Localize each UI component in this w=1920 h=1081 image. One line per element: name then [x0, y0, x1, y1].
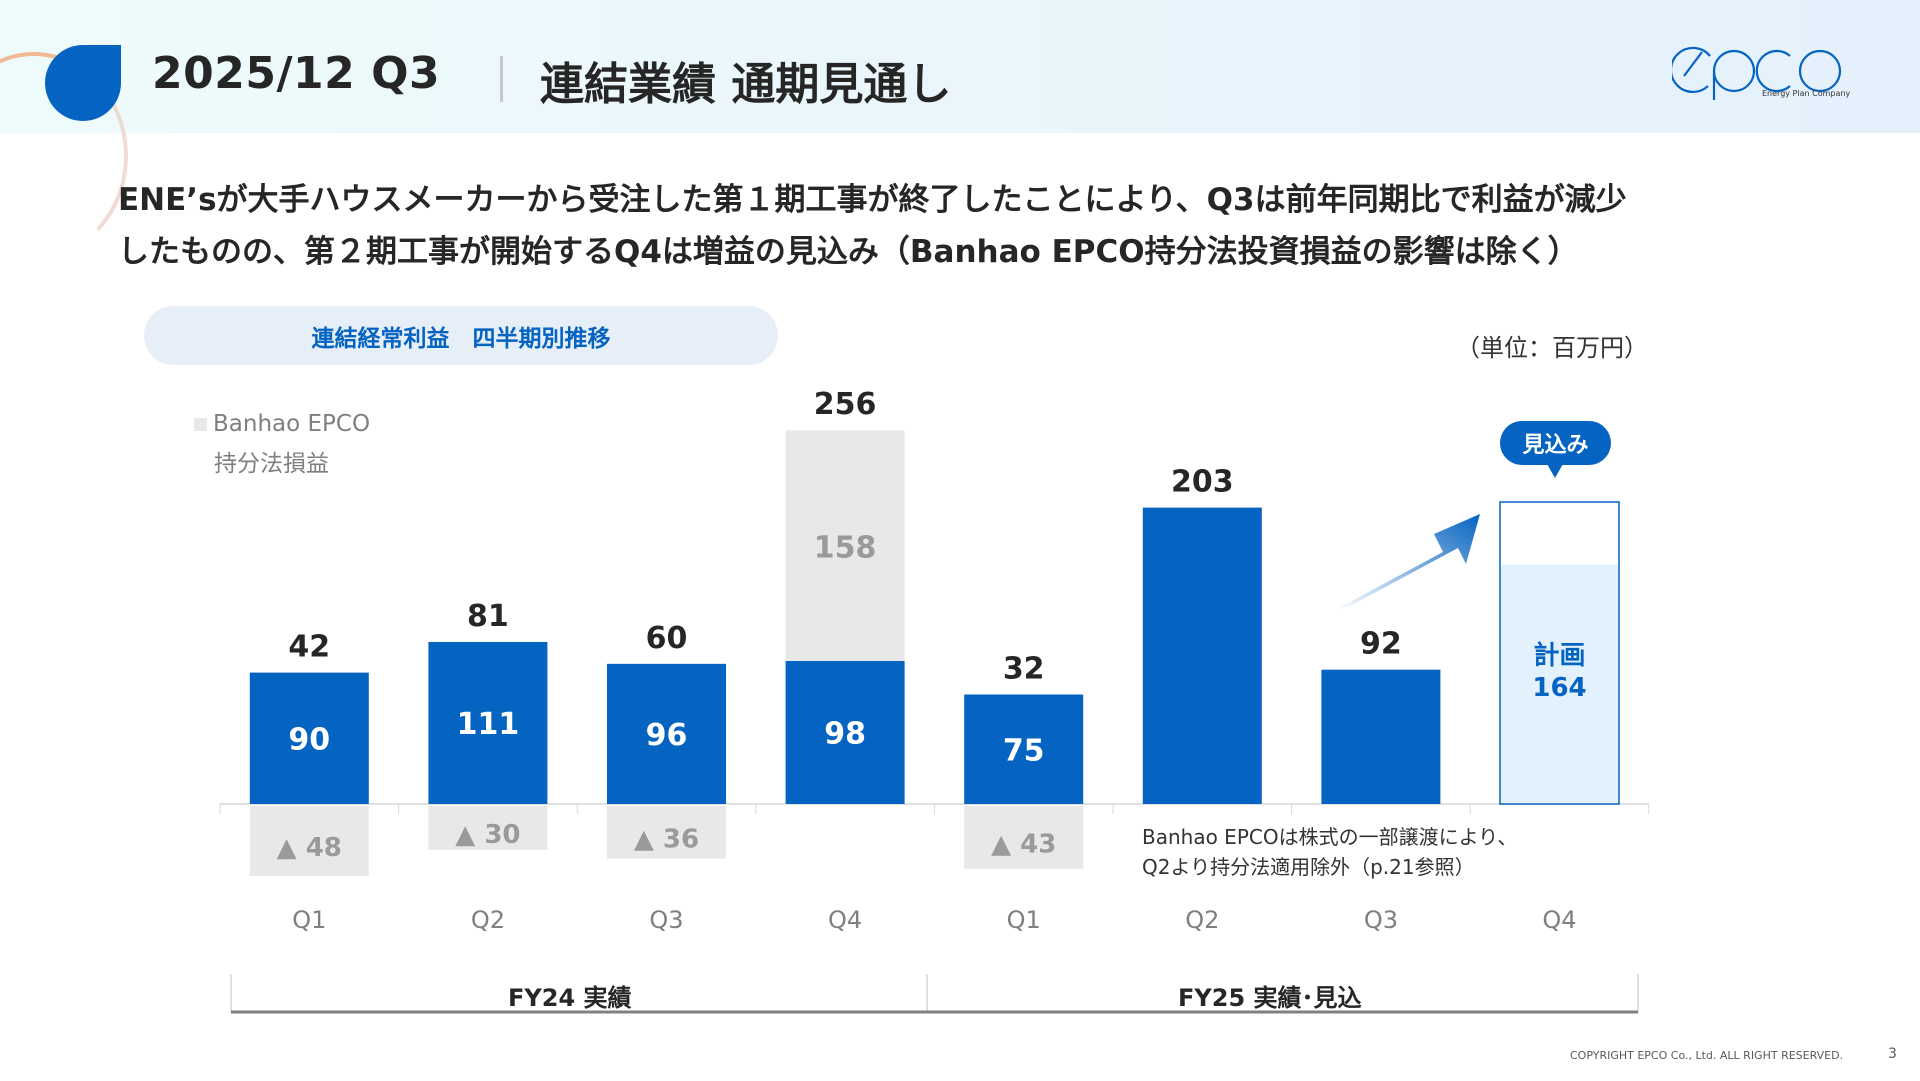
period-title: 2025/12 Q3 — [152, 48, 441, 99]
equity-bar — [249, 806, 369, 877]
x-tick-label: Q2 — [1185, 906, 1219, 934]
logo-tagline: Energy Plan Company — [1762, 89, 1851, 98]
legend-swatch — [194, 418, 207, 431]
plan-bar-caption: 計画 — [1533, 640, 1585, 671]
forecast-callout: 見込み — [1500, 421, 1611, 478]
core-bar — [249, 672, 369, 804]
core-bar — [785, 660, 905, 804]
fy24-label: FY24 実績 — [508, 984, 632, 1012]
lead-text: ENE’sが大手ハウスメーカーから受注した第１期工事が終了したことにより、Q3は… — [118, 174, 1838, 278]
page-title: 連結業績 通期見通し — [540, 59, 952, 110]
total-label: 203 — [1171, 465, 1234, 500]
plan-bar-value: 164 — [1532, 673, 1586, 703]
footnote-line-2: Q2より持分法適用除外（p.21参照） — [1142, 855, 1475, 879]
core-bar — [428, 641, 548, 804]
lead-line-1: ENE’sが大手ハウスメーカーから受注した第１期工事が終了したことにより、Q3は… — [118, 182, 1627, 218]
x-tick-label: Q3 — [1364, 906, 1398, 934]
x-tick-label: Q4 — [1542, 906, 1576, 934]
equity-bar — [607, 806, 726, 859]
chart-title-pill: 連結経常利益 四半期別推移 — [144, 306, 778, 365]
equity-bar-value: ▲ 36 — [634, 824, 699, 854]
total-label: 60 — [646, 621, 688, 656]
page-number: 3 — [1888, 1046, 1897, 1062]
copyright: COPYRIGHT EPCO Co., Ltd. ALL RIGHT RESER… — [1570, 1049, 1844, 1062]
lead-line-2: したものの、第２期工事が開始するQ4は増益の見込み（Banhao EPCO持分法… — [118, 234, 1579, 270]
core-bar — [607, 663, 726, 804]
title-divider — [500, 56, 503, 102]
equity-bar — [785, 430, 905, 661]
core-bar-value: 96 — [646, 718, 688, 753]
logo-e-arc — [1672, 46, 1711, 94]
core-bar-value: 111 — [457, 707, 520, 742]
equity-bar — [964, 806, 1084, 869]
legend-label-line2: 持分法損益 — [214, 451, 329, 477]
logo-o-circle — [1798, 49, 1842, 93]
equity-bar-value: 158 — [814, 531, 877, 566]
brand-drop-icon — [45, 45, 121, 121]
core-bar — [1321, 669, 1441, 804]
header-banner: 2025/12 Q3 連結業績 通期見通し Energy Plan Compan… — [0, 0, 1920, 260]
core-bar-value: 90 — [288, 722, 330, 757]
x-tick-label: Q2 — [471, 906, 505, 934]
core-bar-value: 98 — [824, 716, 866, 751]
core-bar-value: 75 — [1003, 733, 1045, 768]
footnote-line-1: Banhao EPCOは株式の一部譲渡により、 — [1142, 825, 1518, 849]
x-tick-label: Q1 — [292, 906, 326, 934]
total-label: 256 — [814, 387, 877, 422]
legend-label-line1: Banhao EPCO — [213, 411, 371, 437]
logo-e-stroke — [1683, 51, 1703, 77]
equity-bar-value: ▲ 43 — [991, 829, 1056, 859]
x-tick-label: Q1 — [1007, 906, 1041, 934]
total-label: 81 — [467, 599, 509, 634]
equity-bar — [428, 806, 548, 850]
core-bar — [1142, 507, 1262, 804]
epco-logo — [1672, 46, 1842, 100]
equity-bar-value: ▲ 30 — [455, 820, 520, 850]
core-bar — [964, 694, 1084, 804]
legend-item-equity: Banhao EPCO — [194, 404, 370, 444]
total-label: 92 — [1360, 627, 1402, 662]
total-label: 32 — [1003, 652, 1045, 687]
legend: Banhao EPCO 持分法損益 — [194, 404, 370, 484]
total-label: 42 — [288, 630, 330, 665]
x-tick-label: Q4 — [828, 906, 862, 934]
logo-c-arc — [1755, 49, 1791, 93]
plan-bar — [1501, 564, 1618, 803]
trend-arrow-icon — [1335, 514, 1480, 610]
x-tick-label: Q3 — [649, 906, 683, 934]
fy25-label: FY25 実績･見込 — [1178, 984, 1362, 1012]
equity-bar-value: ▲ 48 — [277, 833, 342, 863]
footnote: Banhao EPCOは株式の一部譲渡により、 Q2より持分法適用除外（p.21… — [1142, 822, 1517, 882]
unit-label: （単位：百万円） — [1456, 334, 1648, 362]
